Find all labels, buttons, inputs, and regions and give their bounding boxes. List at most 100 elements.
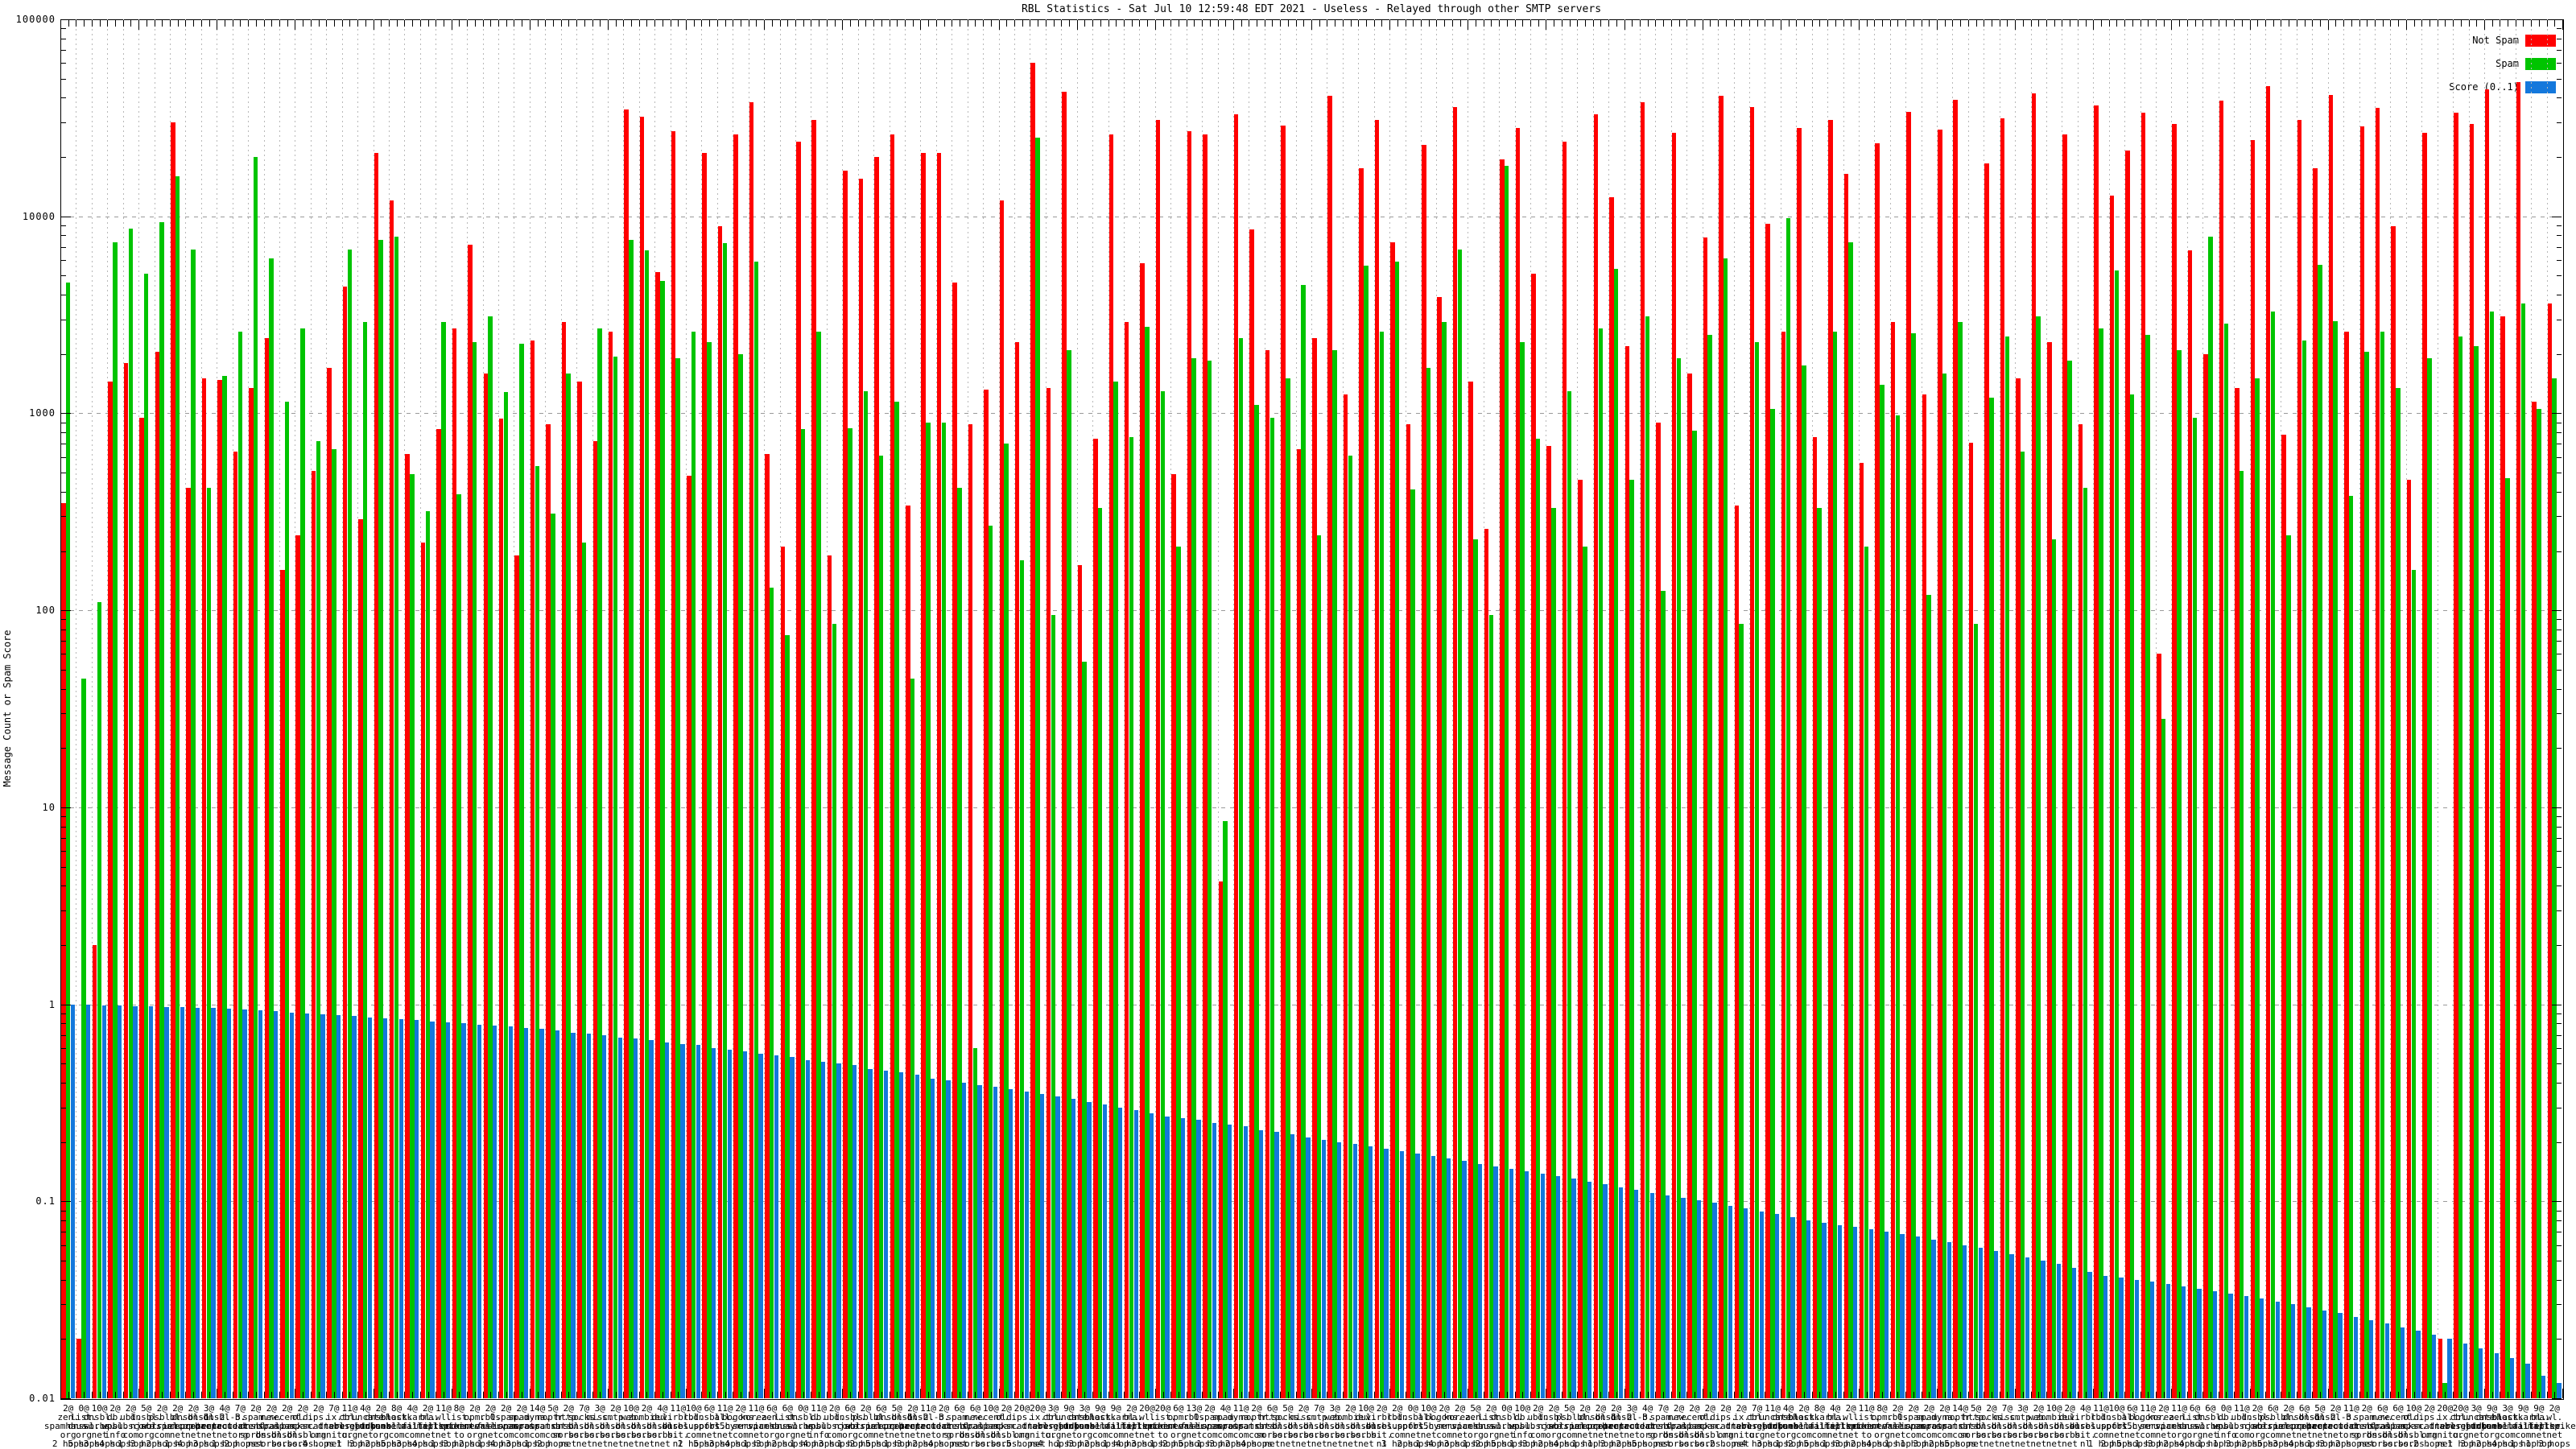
x-tick-top bbox=[84, 20, 85, 27]
x-tick-label: 11@ truncate. gbudb. net 3 hops bbox=[1748, 1403, 1797, 1449]
bar-score bbox=[1790, 1217, 1795, 1398]
bar-score bbox=[2416, 1331, 2421, 1398]
y-tick-minor-right bbox=[2557, 28, 2562, 30]
x-tick-bottom bbox=[1194, 1392, 1195, 1398]
y-tick-minor-left bbox=[61, 63, 66, 64]
bar-score bbox=[2056, 1264, 2061, 1398]
bar-not-spam bbox=[1593, 114, 1599, 1398]
bar-spam bbox=[2364, 352, 2369, 1398]
bar-not-spam bbox=[1875, 142, 1880, 1398]
x-tick-top bbox=[1139, 20, 1141, 27]
x-tick-top bbox=[1123, 20, 1125, 27]
bar-score bbox=[2369, 1319, 2374, 1398]
x-tick-label: 2@ dnsbl-2. uceprotect. net 3 hops bbox=[883, 1403, 943, 1449]
bar-spam bbox=[660, 281, 665, 1398]
bar-spam bbox=[1191, 358, 1196, 1398]
bar-spam bbox=[613, 356, 618, 1398]
x-tick-bottom bbox=[983, 1392, 985, 1398]
x-tick-label: 2@ dnsbl. njabl. org 2 hops bbox=[1538, 1403, 1570, 1449]
bar-spam bbox=[519, 344, 524, 1398]
y-tick-minor-left bbox=[61, 1210, 66, 1212]
x-tick-top bbox=[2429, 20, 2430, 27]
bar-not-spam bbox=[498, 419, 504, 1398]
bar-not-spam bbox=[2203, 353, 2208, 1398]
y-tick-minor-left bbox=[61, 260, 66, 261]
bar-score bbox=[1399, 1150, 1405, 1398]
y-tick-minor-right bbox=[2557, 688, 2562, 690]
x-tick-bottom bbox=[1600, 1392, 1602, 1398]
bar-score bbox=[1274, 1132, 1279, 1398]
x-tick-label: 2@ ips. backscatterer. org 2 hops bbox=[1688, 1403, 1764, 1449]
bar-spam bbox=[1551, 508, 1556, 1398]
y-tick-minor-right bbox=[2557, 1141, 2562, 1143]
bar-score bbox=[1290, 1133, 1295, 1398]
bar-spam bbox=[878, 456, 884, 1398]
x-tick-bottom bbox=[857, 1392, 859, 1398]
x-tick-label: 2@ ubl. unsubscore. com 3 hops bbox=[805, 1403, 864, 1449]
x-tick-bottom bbox=[2351, 1392, 2352, 1398]
x-tick-top bbox=[678, 20, 679, 27]
gridline-horizontal bbox=[61, 610, 2562, 612]
x-tick-bottom bbox=[905, 1392, 906, 1398]
x-tick-top bbox=[537, 20, 539, 27]
x-tick-bottom bbox=[1733, 1392, 1735, 1398]
x-tick-top bbox=[1944, 20, 1946, 27]
bar-spam bbox=[128, 228, 134, 1398]
x-tick-label: 11@ cbl. abuseat. org 1 hop bbox=[328, 1403, 371, 1449]
x-tick-label: 2@ noptr. spamrats. com 4 hops bbox=[1232, 1403, 1281, 1449]
x-tick-bottom bbox=[130, 1392, 132, 1398]
bar-spam bbox=[2067, 361, 2072, 1398]
x-tick-bottom bbox=[2335, 1392, 2337, 1398]
bar-spam bbox=[237, 331, 243, 1398]
x-tick-label: 11@ dnsbl-3. uceprotect. net 2 hops bbox=[898, 1403, 958, 1449]
x-tick-bottom bbox=[2343, 1392, 2345, 1398]
x-tick-bottom bbox=[1287, 1392, 1289, 1398]
bar-not-spam bbox=[2281, 434, 2286, 1398]
bar-not-spam bbox=[671, 131, 676, 1398]
x-tick-top bbox=[1499, 20, 1501, 27]
x-tick-bottom bbox=[2085, 1392, 2087, 1398]
gridline-vertical bbox=[592, 19, 593, 1398]
bar-score bbox=[2260, 1298, 2264, 1398]
bar-not-spam bbox=[1531, 274, 1536, 1398]
bar-score bbox=[1071, 1099, 1076, 1398]
x-tick-top bbox=[1584, 20, 1586, 27]
bar-spam bbox=[332, 448, 336, 1398]
x-tick-bottom bbox=[2226, 1392, 2227, 1398]
x-tick-top bbox=[279, 20, 280, 27]
bar-spam bbox=[707, 341, 712, 1398]
x-tick-top bbox=[2077, 20, 2079, 27]
y-tick-minor-left bbox=[61, 1063, 66, 1065]
x-tick-bottom bbox=[1084, 1392, 1086, 1398]
bar-spam bbox=[175, 175, 180, 1398]
x-tick-bottom bbox=[2273, 1392, 2274, 1398]
bar-not-spam bbox=[2219, 101, 2224, 1398]
x-tick-label: 2@ wl. mailspike. net 3 hops bbox=[2528, 1403, 2576, 1449]
bar-score bbox=[1024, 1092, 1029, 1398]
bar-spam bbox=[206, 487, 212, 1398]
x-tick-bottom bbox=[1616, 1392, 1617, 1398]
y-tick-label: 0.01 bbox=[29, 1393, 56, 1404]
bar-score bbox=[445, 1022, 451, 1398]
bar-score bbox=[2291, 1304, 2296, 1398]
x-tick-bottom bbox=[60, 1389, 61, 1398]
bar-not-spam bbox=[2140, 113, 2146, 1398]
x-tick-bottom bbox=[1624, 1389, 1625, 1398]
x-tick-label: 2@ dnsbl. njabl. org 2 hops bbox=[2241, 1403, 2274, 1449]
x-tick-top bbox=[600, 20, 601, 27]
bar-score bbox=[1884, 1232, 1889, 1398]
x-tick-label: 9@ dnsbl. dronebl. org 2 hops bbox=[2471, 1403, 2514, 1449]
x-tick-bottom bbox=[600, 1392, 601, 1398]
x-tick-bottom bbox=[935, 1392, 937, 1398]
gridline-vertical bbox=[1889, 19, 1891, 1398]
bar-spam bbox=[2036, 316, 2041, 1398]
x-tick-bottom bbox=[2546, 1392, 2548, 1398]
bar-not-spam bbox=[780, 547, 786, 1398]
y-tick-minor-right bbox=[2557, 235, 2562, 237]
x-tick-top bbox=[1608, 20, 1610, 27]
x-tick-top bbox=[990, 20, 992, 27]
bar-not-spam bbox=[1797, 128, 1802, 1398]
x-tick-top bbox=[2351, 20, 2352, 27]
gridline-vertical bbox=[2202, 19, 2204, 1398]
bar-not-spam bbox=[1124, 322, 1129, 1398]
